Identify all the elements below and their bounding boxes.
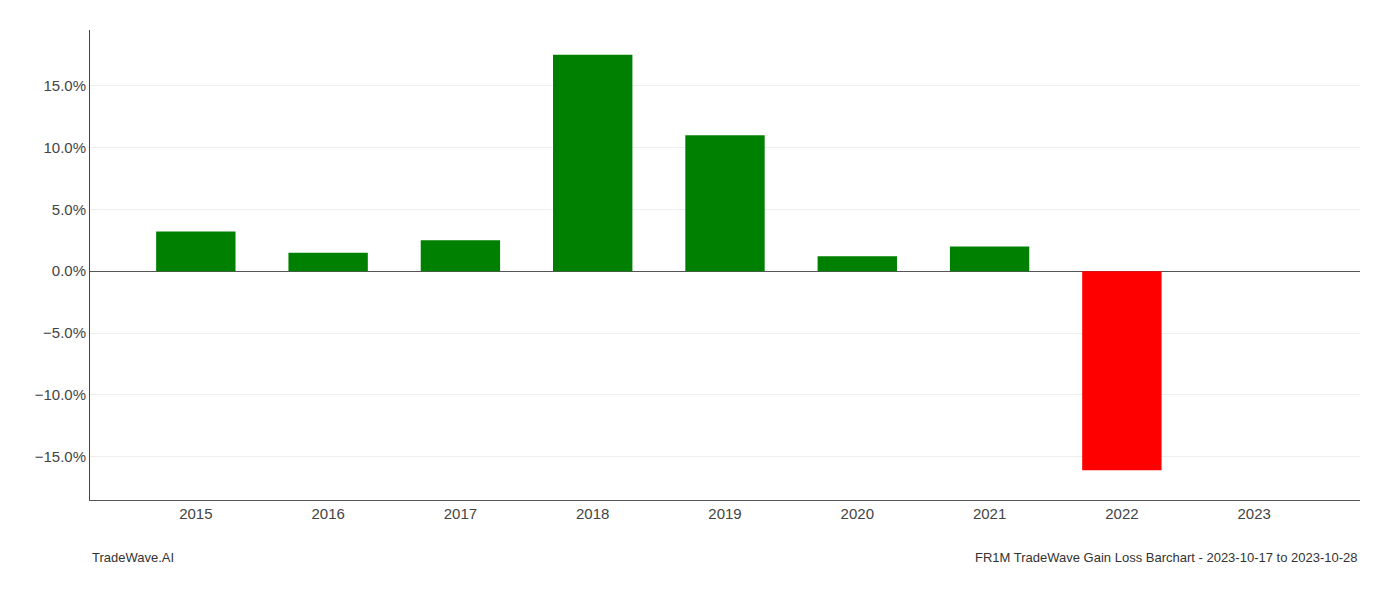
svg-text:2022: 2022 bbox=[1105, 505, 1138, 522]
svg-text:2019: 2019 bbox=[708, 505, 741, 522]
svg-text:0.0%: 0.0% bbox=[52, 262, 86, 279]
svg-text:2017: 2017 bbox=[444, 505, 477, 522]
svg-text:2021: 2021 bbox=[973, 505, 1006, 522]
svg-text:−15.0%: −15.0% bbox=[35, 448, 86, 465]
svg-text:2020: 2020 bbox=[841, 505, 874, 522]
svg-text:5.0%: 5.0% bbox=[52, 201, 86, 218]
svg-text:2016: 2016 bbox=[311, 505, 344, 522]
svg-text:2018: 2018 bbox=[576, 505, 609, 522]
svg-text:15.0%: 15.0% bbox=[43, 77, 86, 94]
svg-text:10.0%: 10.0% bbox=[43, 139, 86, 156]
svg-text:2023: 2023 bbox=[1237, 505, 1270, 522]
svg-text:2015: 2015 bbox=[179, 505, 212, 522]
svg-text:−5.0%: −5.0% bbox=[43, 324, 86, 341]
svg-text:−10.0%: −10.0% bbox=[35, 386, 86, 403]
svg-text:FR1M TradeWave Gain Loss Barch: FR1M TradeWave Gain Loss Barchart - 2023… bbox=[975, 550, 1358, 565]
svg-text:TradeWave.AI: TradeWave.AI bbox=[92, 550, 174, 565]
